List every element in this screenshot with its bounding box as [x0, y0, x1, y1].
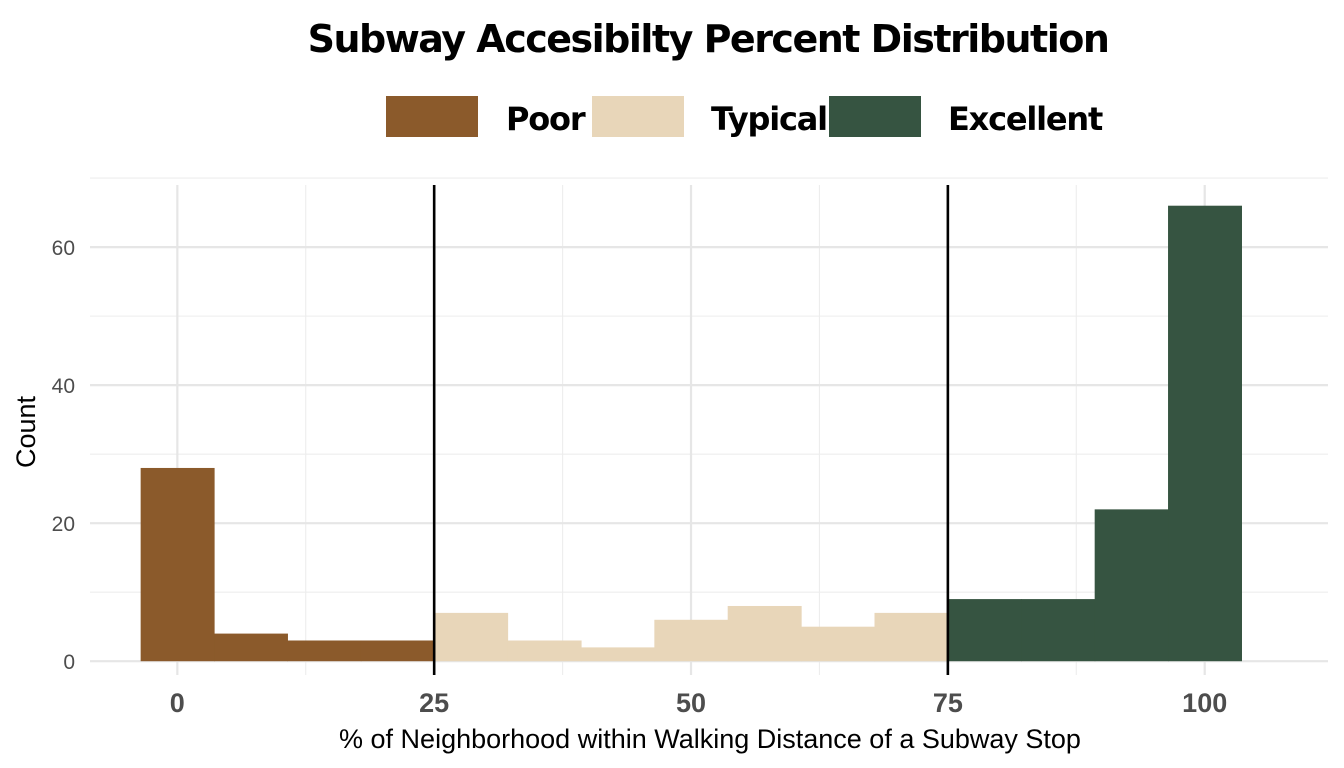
histogram-bar-typical — [507, 640, 582, 662]
y-tick-label: 40 — [52, 375, 75, 398]
legend-label: Typical — [711, 100, 827, 138]
legend-label: Poor — [506, 100, 586, 138]
histogram-bar-typical — [654, 619, 729, 662]
legend-key-typical — [592, 96, 684, 137]
legend: Poor Typical Excellent — [386, 96, 1104, 138]
legend-label: Excellent — [948, 100, 1103, 138]
histogram-bar-excellent — [1021, 599, 1096, 662]
legend-key-poor — [386, 96, 478, 137]
histogram-bar-poor — [140, 467, 215, 662]
legend-key-excellent — [829, 96, 921, 137]
histogram-bar-typical — [434, 612, 509, 662]
y-tick-label: 60 — [52, 237, 75, 260]
x-tick-label: 25 — [419, 688, 449, 718]
y-axis-ticks: 0 20 40 60 — [52, 237, 75, 674]
y-axis-label: Count — [11, 395, 41, 468]
x-tick-label: 75 — [933, 688, 963, 718]
histogram-bar-excellent — [1168, 205, 1242, 662]
chart-title: Subway Accesibilty Percent Distribution — [308, 17, 1109, 61]
threshold-lines — [432, 185, 950, 675]
y-tick-label: 20 — [52, 513, 75, 536]
x-tick-label: 0 — [170, 688, 185, 718]
histogram-bar-poor — [214, 633, 288, 662]
histogram-bar-typical — [580, 647, 655, 662]
legend-item-poor: Poor — [386, 96, 587, 138]
x-tick-label: 50 — [676, 688, 706, 718]
histogram-bar-typical — [874, 612, 949, 662]
y-tick-label: 0 — [63, 651, 75, 674]
bars — [140, 205, 1242, 662]
histogram-bar-excellent — [947, 599, 1022, 662]
histogram-bar-typical — [727, 605, 802, 662]
histogram-bar-typical — [801, 626, 876, 662]
legend-item-excellent: Excellent — [829, 96, 1104, 138]
legend-item-typical: Typical — [592, 96, 828, 138]
histogram-bar-poor — [360, 640, 435, 662]
x-tick-label: 100 — [1182, 688, 1227, 718]
x-axis-ticks: 0 25 50 75 100 — [170, 688, 1227, 718]
histogram-bar-excellent — [1094, 509, 1169, 662]
histogram-bar-poor — [287, 640, 362, 662]
x-axis-label: % of Neighborhood within Walking Distanc… — [339, 724, 1081, 754]
